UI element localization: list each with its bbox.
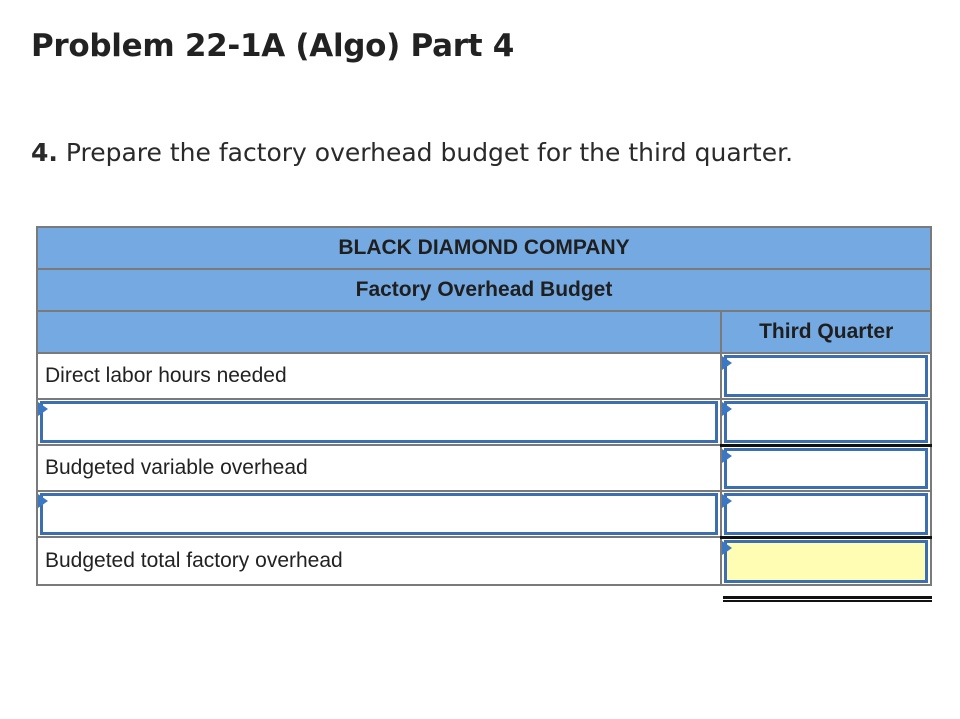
direct-labor-hours-input[interactable] — [722, 354, 930, 398]
rate-value-input[interactable] — [722, 400, 930, 444]
third-quarter-header: Third Quarter — [720, 310, 932, 354]
page-title: Problem 22-1A (Algo) Part 4 — [31, 28, 515, 64]
row-label-budgeted-total-factory-overhead: Budgeted total factory overhead — [35, 536, 723, 586]
row-label-direct-labor-hours: Direct labor hours needed — [35, 352, 723, 400]
table-row: Budgeted total factory overhead — [35, 535, 932, 586]
rate-value-cell[interactable] — [720, 398, 932, 446]
question-body: Prepare the factory overhead budget for … — [57, 138, 794, 167]
fixed-overhead-label-cell[interactable] — [35, 490, 723, 538]
fixed-overhead-label-input[interactable] — [38, 492, 721, 536]
table-row — [35, 398, 932, 446]
rate-label-input[interactable] — [38, 400, 721, 444]
question-text: 4. Prepare the factory overhead budget f… — [31, 138, 793, 167]
rate-label-cell[interactable] — [35, 398, 723, 446]
budgeted-total-factory-overhead-cell[interactable] — [720, 535, 932, 586]
fixed-overhead-value-cell[interactable] — [720, 490, 932, 538]
fixed-overhead-value-input[interactable] — [722, 492, 930, 536]
label-column-header — [35, 310, 723, 354]
table-row: Direct labor hours needed — [35, 352, 932, 400]
table-row: Budgeted variable overhead — [35, 443, 932, 492]
budgeted-variable-overhead-cell[interactable] — [720, 443, 932, 492]
budgeted-total-factory-overhead-input[interactable] — [722, 538, 930, 584]
row-label-budgeted-variable-overhead: Budgeted variable overhead — [35, 444, 723, 492]
company-name-header: BLACK DIAMOND COMPANY — [36, 226, 932, 270]
budget-name-header: Factory Overhead Budget — [36, 268, 932, 312]
double-underline — [723, 596, 932, 602]
question-number: 4. — [31, 138, 58, 167]
budgeted-variable-overhead-input[interactable] — [722, 446, 930, 490]
table-row — [35, 490, 932, 538]
direct-labor-hours-cell[interactable] — [720, 352, 932, 400]
factory-overhead-budget-table: BLACK DIAMOND COMPANY Factory Overhead B… — [35, 226, 932, 586]
